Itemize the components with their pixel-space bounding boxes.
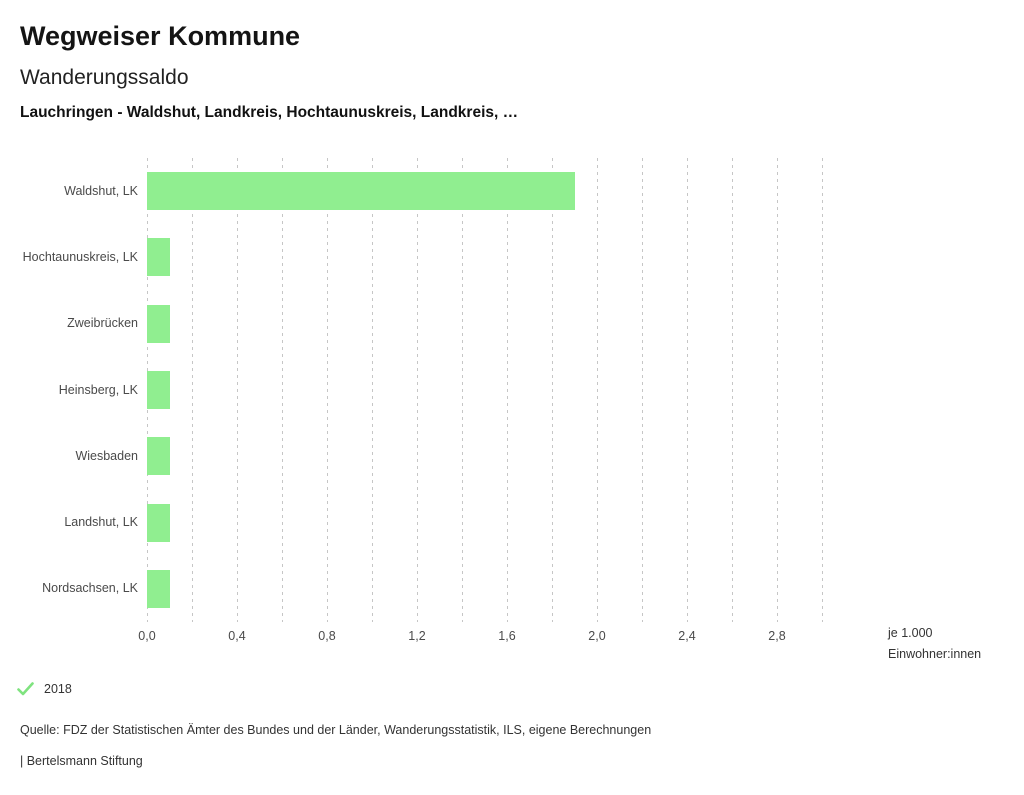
x-tick-label: 0,4 — [228, 629, 246, 643]
bar-heinsberg-lk[interactable] — [147, 371, 170, 409]
category-label: Hochtaunuskreis, LK — [22, 249, 138, 264]
x-tick-label: 1,6 — [498, 629, 516, 643]
gridline — [732, 158, 733, 622]
x-tick-label: 2,0 — [588, 629, 606, 643]
axis-unit-line2: Einwohner:innen — [888, 647, 982, 661]
legend-item-label: 2018 — [44, 682, 72, 696]
gridline — [417, 158, 418, 622]
gridline — [192, 158, 193, 622]
category-label: Nordsachsen, LK — [42, 581, 138, 596]
bar-wiesbaden[interactable] — [147, 437, 170, 476]
gridline — [822, 158, 823, 622]
gridline — [372, 158, 373, 622]
comparison-subtitle: Lauchringen - Waldshut, Landkreis, Hocht… — [20, 104, 519, 121]
gridline — [642, 158, 643, 622]
bar-nordsachsen-lk[interactable] — [147, 569, 170, 608]
checkmark-icon — [17, 682, 34, 696]
category-label: Heinsberg, LK — [58, 382, 138, 397]
x-tick-label: 2,4 — [678, 629, 696, 643]
axis-unit-label: je 1.000 Einwohner:innen — [888, 623, 981, 665]
gridline — [777, 158, 778, 622]
indicator-title: Wanderungssaldo — [20, 66, 189, 89]
bar-landshut-lk[interactable] — [147, 503, 170, 542]
plot-area — [147, 158, 823, 622]
axis-unit-line1: je 1.000 — [888, 626, 933, 640]
gridline — [237, 158, 238, 622]
bar-zweibr-cken[interactable] — [147, 304, 170, 343]
category-label: Zweibrücken — [67, 316, 138, 331]
gridline — [687, 158, 688, 622]
bar-hochtaunuskreis-lk[interactable] — [147, 238, 170, 277]
legend-item-2018[interactable]: 2018 — [17, 682, 72, 696]
gridline — [552, 158, 553, 622]
gridline — [462, 158, 463, 622]
category-label: Landshut, LK — [64, 515, 138, 530]
x-tick-label: 0,0 — [138, 629, 156, 643]
category-label: Waldshut, LK — [64, 183, 138, 198]
category-label: Wiesbaden — [75, 448, 138, 463]
x-tick-label: 2,8 — [768, 629, 786, 643]
gridline — [507, 158, 508, 622]
branding-note: | Bertelsmann Stiftung — [20, 754, 143, 768]
gridline — [597, 158, 598, 622]
gridline — [327, 158, 328, 622]
gridline — [282, 158, 283, 622]
x-tick-label: 1,2 — [408, 629, 426, 643]
x-tick-label: 0,8 — [318, 629, 336, 643]
source-note: Quelle: FDZ der Statistischen Ämter des … — [20, 723, 652, 737]
bar-waldshut-lk[interactable] — [147, 172, 575, 211]
page-title: Wegweiser Kommune — [20, 21, 301, 51]
